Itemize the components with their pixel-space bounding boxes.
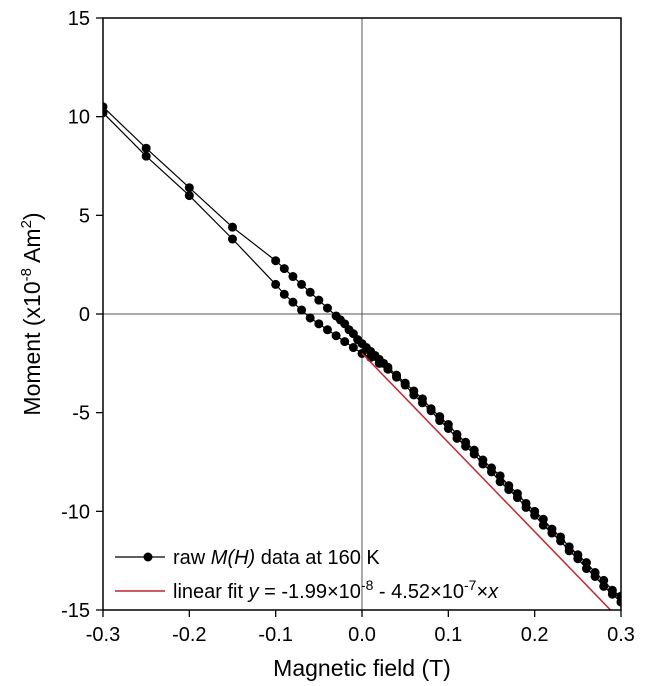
legend-label-raw: raw M(H) data at 160 K — [173, 547, 380, 569]
data-point — [366, 352, 376, 362]
data-point — [426, 406, 436, 416]
data-point — [417, 398, 427, 408]
legend-fit-sup-1: -8 — [361, 577, 374, 593]
legend-label-fit: linear fit y = -1.99×10-8 - 4.52×10-7×x — [173, 577, 499, 603]
legend-fit-sup-2: -7 — [464, 577, 477, 593]
y-tick-label: 5 — [79, 205, 90, 227]
x-axis-label: Magnetic field (T) — [273, 655, 451, 681]
data-point — [495, 477, 505, 487]
y-label-sup-2: 2 — [18, 220, 35, 228]
legend-fit-part-4: - 4.52×10 — [373, 581, 464, 603]
data-point — [288, 272, 298, 282]
y-tick-label: 15 — [68, 8, 90, 30]
data-point — [314, 319, 324, 329]
data-point — [616, 597, 621, 607]
y-tick-label: -5 — [72, 403, 90, 425]
data-point — [435, 416, 445, 426]
data-point — [392, 372, 402, 382]
y-label-text-2: Am — [19, 228, 45, 268]
zero-lines — [103, 18, 621, 610]
data-point — [297, 305, 307, 315]
legend-fit-part-2: y — [247, 581, 260, 603]
data-point — [322, 303, 332, 313]
legend-swatch-raw-marker — [143, 552, 153, 562]
data-point — [478, 459, 488, 469]
y-tick-label: -10 — [61, 501, 90, 523]
data-point — [184, 191, 194, 201]
data-point — [322, 325, 332, 335]
x-tick-label: -0.3 — [86, 624, 120, 646]
data-point — [400, 380, 410, 390]
x-tick-label: 0.3 — [607, 624, 635, 646]
fit-line — [361, 352, 612, 610]
data-point — [374, 358, 384, 368]
data-point — [469, 449, 479, 459]
data-point — [581, 564, 591, 574]
x-tick-label: -0.2 — [172, 624, 206, 646]
legend-entry-raw: raw M(H) data at 160 K — [115, 547, 380, 569]
legend-raw-part-2: M(H) — [211, 547, 255, 569]
data-point — [228, 222, 237, 232]
data-point — [590, 571, 600, 581]
data-point — [556, 536, 566, 546]
data-point — [305, 287, 315, 297]
data-point — [279, 264, 289, 274]
data-point — [288, 297, 298, 307]
x-tick-label: -0.1 — [258, 624, 292, 646]
data-point — [271, 279, 281, 289]
data-point — [504, 485, 514, 495]
data-point — [348, 343, 358, 353]
y-label-text-3: ) — [19, 212, 45, 220]
data-point — [141, 151, 151, 161]
x-tick-label: 0.2 — [521, 624, 549, 646]
data-point — [461, 441, 471, 451]
data-point — [184, 183, 194, 193]
data-point — [314, 295, 324, 305]
y-label-sup-1: -8 — [18, 268, 35, 281]
data-point — [538, 520, 548, 530]
legend-entry-fit: linear fit y = -1.99×10-8 - 4.52×10-7×x — [115, 577, 499, 603]
data-point — [452, 433, 462, 443]
series-layer — [103, 102, 621, 610]
data-point — [564, 546, 574, 556]
legend: raw M(H) data at 160 K linear fit y = -1… — [115, 547, 499, 603]
data-point — [340, 337, 350, 347]
data-point — [547, 528, 557, 538]
data-point — [530, 510, 540, 520]
data-point — [297, 279, 307, 289]
data-point — [271, 256, 281, 266]
data-point — [512, 493, 522, 503]
legend-fit-part-3: = -1.99×10 — [259, 581, 361, 603]
y-tick-label: 0 — [79, 304, 90, 326]
data-point — [305, 313, 315, 323]
x-tick-label: 0.1 — [434, 624, 462, 646]
data-point — [279, 289, 289, 299]
legend-fit-part-5: × — [476, 581, 488, 603]
data-point — [228, 234, 237, 244]
y-tick-label: 10 — [68, 107, 90, 129]
data-point — [383, 364, 393, 374]
y-axis-label: Moment (x10-8 Am2) — [18, 212, 45, 415]
data-point — [521, 502, 531, 512]
legend-fit-part-1: linear fit — [173, 581, 249, 603]
ticks: -0.3 -0.2 -0.1 0.0 0.1 0.2 0.3 -15 -10 -5 0 5 10 15 — [61, 8, 635, 646]
x-tick-label: 0.0 — [348, 624, 376, 646]
data-point — [331, 331, 341, 341]
data-point — [443, 423, 453, 433]
y-label-text-1: Moment (x10 — [19, 281, 45, 415]
data-point — [103, 108, 108, 118]
legend-raw-part-1: raw — [173, 547, 211, 569]
data-point — [141, 143, 151, 153]
data-point — [487, 467, 496, 477]
data-point — [409, 390, 419, 400]
legend-raw-part-3: data at 160 K — [255, 547, 380, 569]
data-point — [599, 581, 609, 591]
data-point — [607, 589, 617, 599]
legend-fit-part-6: x — [487, 581, 499, 603]
y-tick-label: -15 — [61, 600, 90, 622]
data-point — [573, 554, 583, 564]
